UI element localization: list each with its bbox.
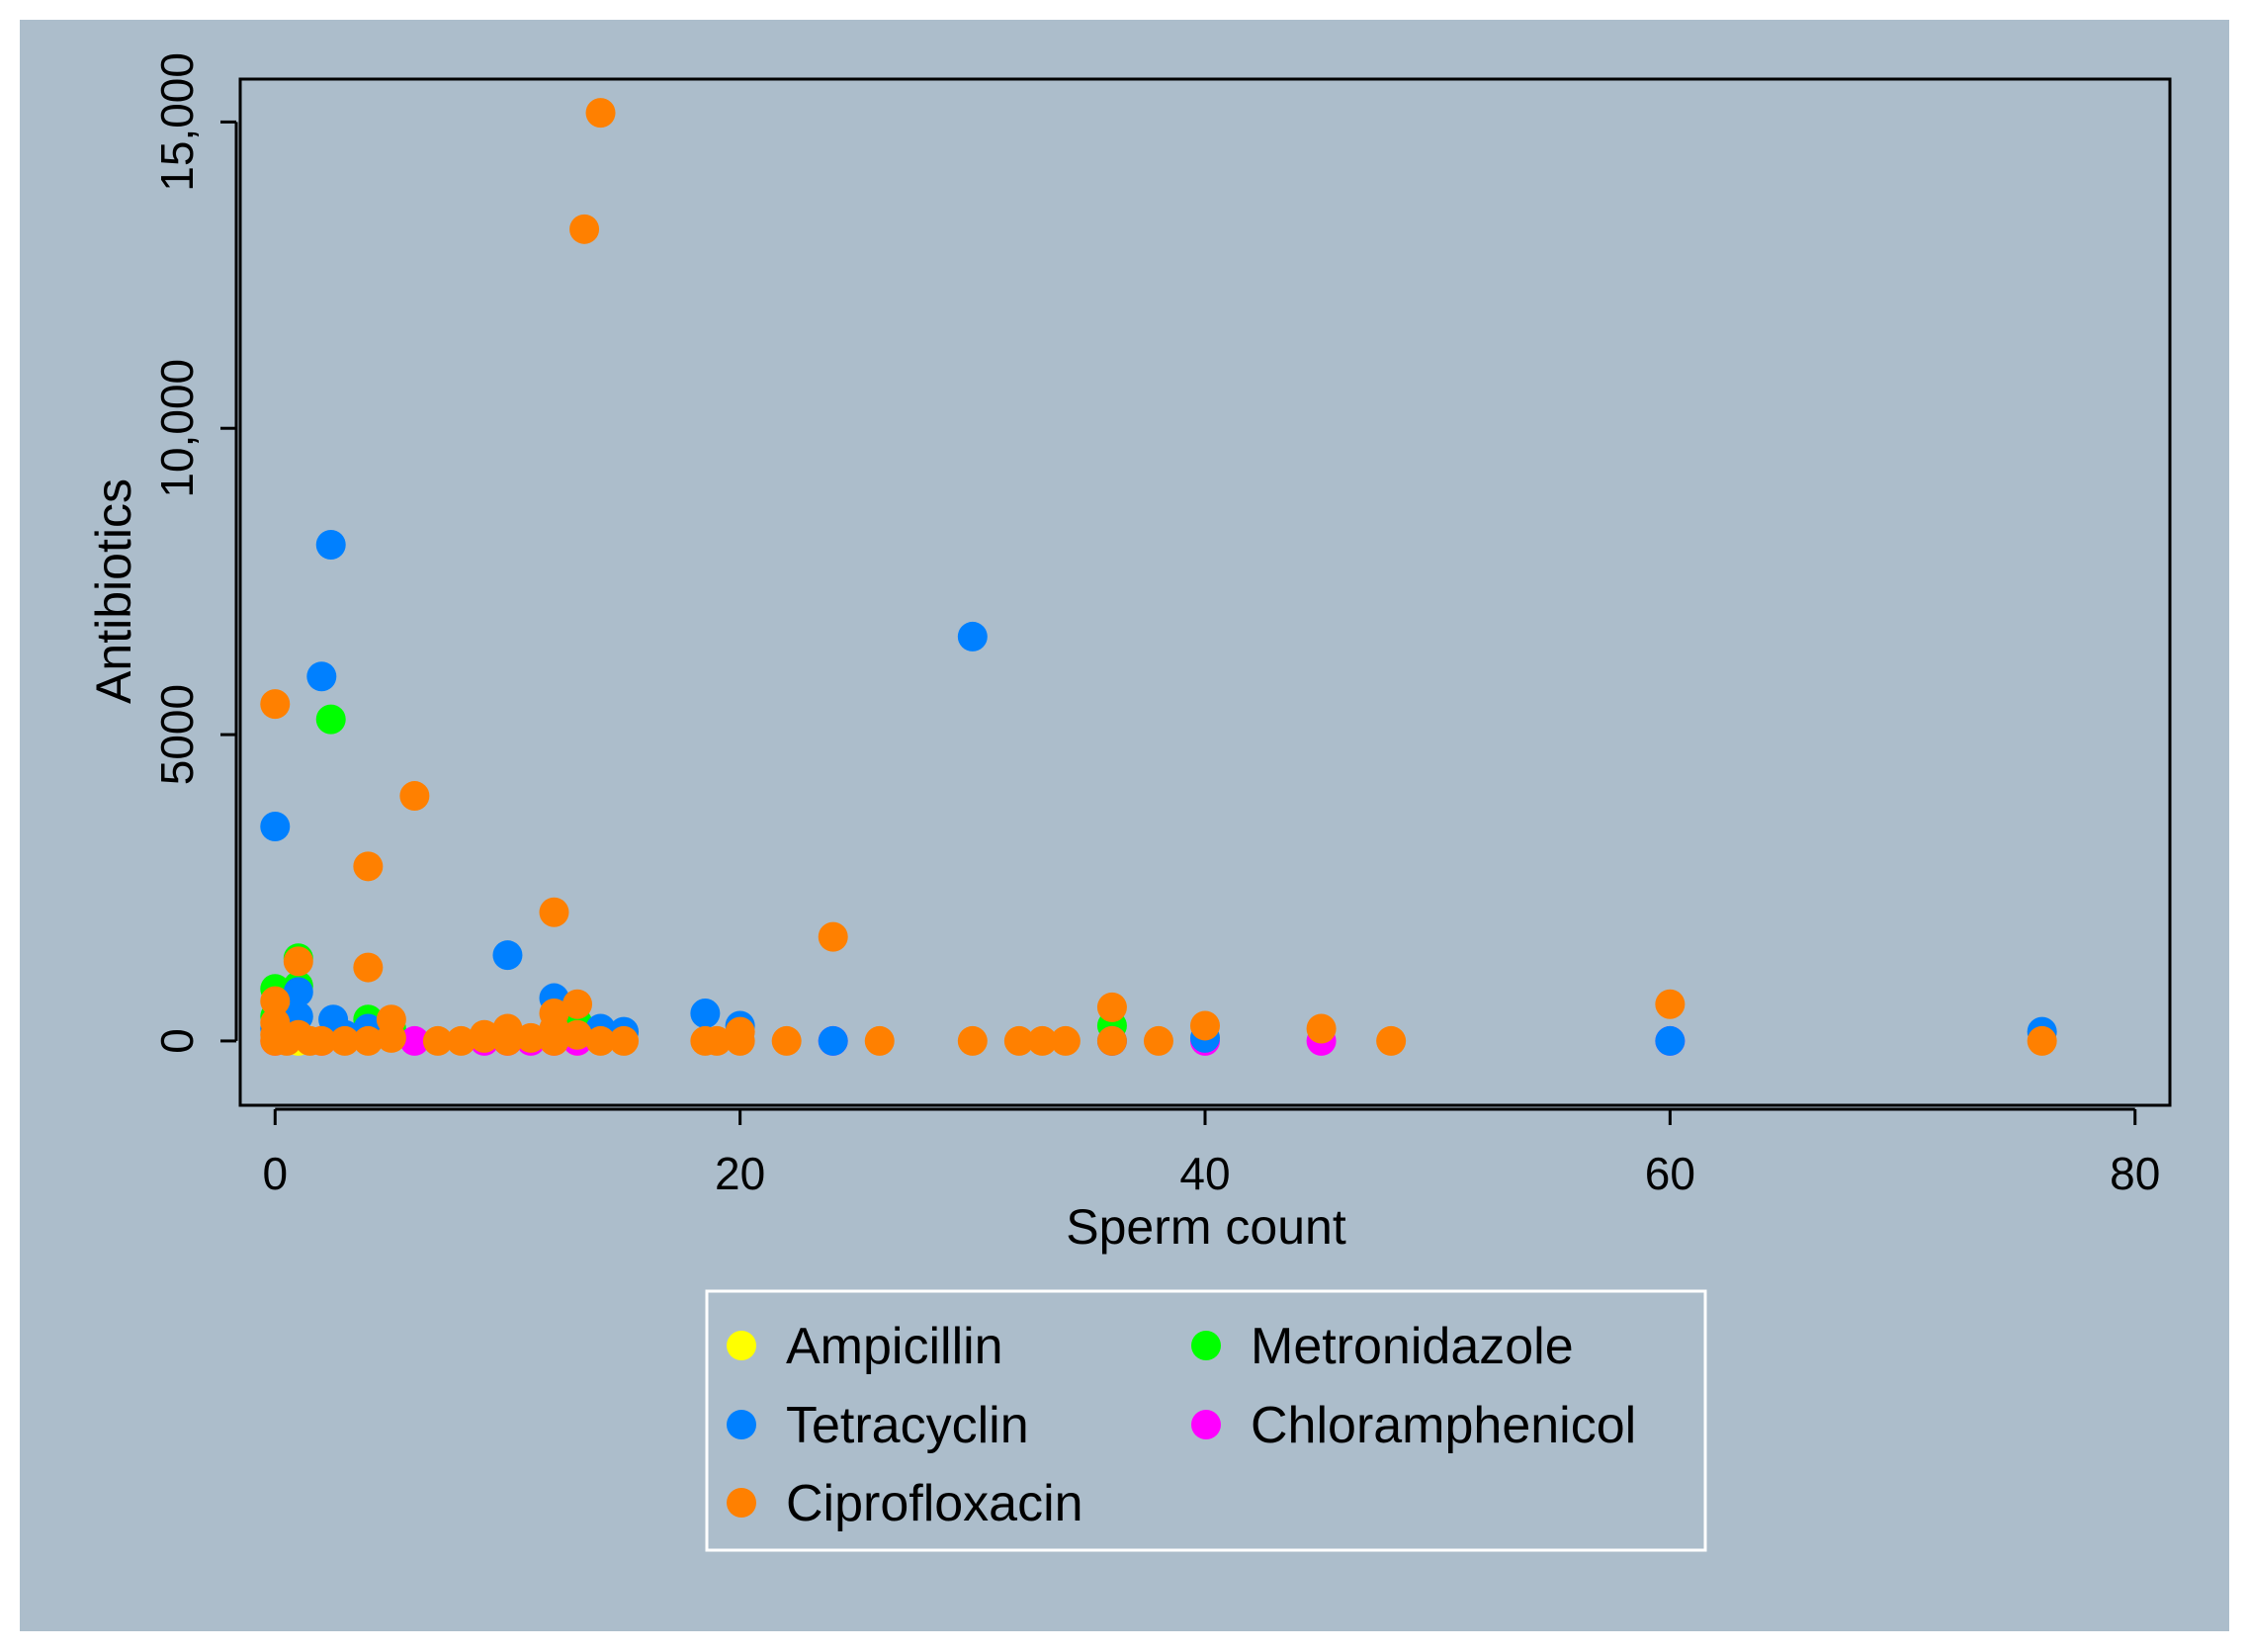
legend-marker	[727, 1410, 756, 1439]
data-point-tetracyclin	[283, 977, 313, 1007]
x-tick-label: 60	[1645, 1148, 1695, 1199]
data-point-ciprofloxacin	[329, 1025, 360, 1056]
data-point-ciprofloxacin	[283, 946, 313, 977]
legend-marker	[1191, 1410, 1221, 1439]
data-point-ciprofloxacin	[469, 1019, 499, 1050]
data-point-ciprofloxacin	[539, 897, 569, 927]
data-point-ciprofloxacin	[399, 781, 430, 812]
x-tick-label: 20	[715, 1148, 765, 1199]
data-point-ciprofloxacin	[609, 1025, 640, 1056]
data-point-ciprofloxacin	[306, 1025, 337, 1056]
data-point-ciprofloxacin	[446, 1025, 476, 1056]
data-point-ciprofloxacin	[1096, 992, 1127, 1022]
data-point-ciprofloxacin	[702, 1025, 733, 1056]
data-point-ciprofloxacin	[562, 989, 593, 1019]
x-axis-label: Sperm count	[1066, 1199, 1346, 1255]
x-axis-ticks: 0 20 40 60 80	[262, 1109, 2160, 1199]
data-point-tetracyclin	[315, 529, 346, 560]
y-tick-label: 0	[151, 1028, 203, 1054]
legend-label: Ciprofloxacin	[786, 1475, 1083, 1532]
data-point-ciprofloxacin	[957, 1025, 988, 1056]
data-point-ciprofloxacin	[562, 1019, 593, 1050]
data-point-tetracyclin	[690, 999, 721, 1029]
legend-marker	[727, 1331, 756, 1360]
data-point-ciprofloxacin	[1096, 1025, 1127, 1056]
legend-label: Tetracyclin	[786, 1397, 1029, 1454]
data-point-ciprofloxacin	[353, 952, 384, 983]
legend-marker	[727, 1488, 756, 1518]
data-point-tetracyclin	[306, 661, 337, 692]
data-point-ciprofloxacin	[725, 1016, 755, 1047]
legend-item-ciprofloxacin: Ciprofloxacin	[727, 1475, 1083, 1532]
y-axis-label: Antibiotics	[86, 478, 141, 704]
legend-label: Chloramphenicol	[1251, 1397, 1636, 1454]
data-point-tetracyclin	[818, 1025, 848, 1056]
data-points	[260, 98, 2057, 1056]
x-tick-label: 80	[2110, 1148, 2160, 1199]
data-point-ciprofloxacin	[1143, 1025, 1173, 1056]
data-point-ciprofloxacin	[353, 851, 384, 882]
legend-item-ampicillin: Ampicillin	[727, 1318, 1003, 1375]
data-point-ciprofloxacin	[864, 1025, 895, 1056]
data-point-ciprofloxacin	[1306, 1013, 1337, 1044]
data-point-ciprofloxacin	[515, 1022, 546, 1053]
data-point-chloramphenicol	[399, 1025, 430, 1056]
data-point-ciprofloxacin	[1027, 1025, 1058, 1056]
data-point-tetracyclin	[1655, 1025, 1686, 1056]
data-point-ciprofloxacin	[1190, 1010, 1220, 1041]
data-point-ciprofloxacin	[771, 1025, 802, 1056]
data-point-ciprofloxacin	[585, 1025, 616, 1056]
data-point-tetracyclin	[260, 812, 291, 842]
x-tick-label: 40	[1179, 1148, 1230, 1199]
data-point-ciprofloxacin	[539, 999, 569, 1029]
data-point-ciprofloxacin	[585, 98, 616, 129]
y-tick-label: 10,000	[151, 359, 203, 498]
data-point-ciprofloxacin	[353, 1025, 384, 1056]
y-tick-label: 15,000	[151, 52, 203, 192]
data-point-ciprofloxacin	[818, 921, 848, 952]
data-point-ciprofloxacin	[1003, 1025, 1034, 1056]
data-point-ciprofloxacin	[2027, 1025, 2057, 1056]
series-ciprofloxacin	[260, 98, 2057, 1056]
data-point-ciprofloxacin	[376, 1004, 406, 1035]
legend-label: Ampicillin	[786, 1318, 1003, 1375]
data-point-ciprofloxacin	[260, 986, 291, 1016]
data-point-ciprofloxacin	[1655, 989, 1686, 1019]
legend-item-tetracyclin: Tetracyclin	[727, 1397, 1029, 1454]
data-point-tetracyclin	[492, 940, 523, 971]
data-point-ciprofloxacin	[260, 689, 291, 720]
data-point-tetracyclin	[957, 621, 988, 652]
data-point-ciprofloxacin	[569, 214, 600, 244]
y-tick-label: 5000	[151, 684, 203, 785]
legend-marker	[1191, 1331, 1221, 1360]
data-point-ciprofloxacin	[492, 1013, 523, 1044]
plot-area	[240, 79, 2170, 1105]
x-tick-label: 0	[262, 1148, 288, 1199]
data-point-ciprofloxacin	[422, 1025, 453, 1056]
plot-frame	[238, 77, 2172, 1107]
legend-item-chloramphenicol: Chloramphenicol	[1191, 1397, 1636, 1454]
data-point-ciprofloxacin	[1050, 1025, 1081, 1056]
data-point-metronidazole	[315, 704, 346, 735]
y-axis-ticks: 0 5000 10,000 15,000	[151, 52, 236, 1054]
legend-label: Metronidazole	[1251, 1318, 1574, 1375]
legend-item-metronidazole: Metronidazole	[1191, 1318, 1574, 1375]
legend-items: Ampicillin Tetracyclin Ciprofloxacin Metron…	[727, 1318, 1636, 1532]
legend: Ampicillin Tetracyclin Ciprofloxacin Metron…	[705, 1289, 1707, 1552]
data-point-ciprofloxacin	[1376, 1025, 1407, 1056]
